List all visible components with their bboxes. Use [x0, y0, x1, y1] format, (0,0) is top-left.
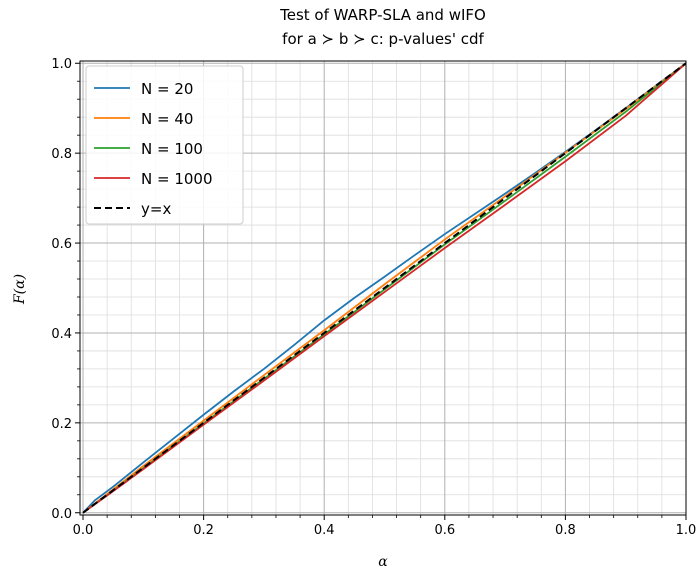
y-tick-label: 0.2 [51, 417, 72, 432]
series-line-1 [82, 62, 686, 514]
legend-box [85, 65, 244, 225]
y-tick-label: 0.0 [51, 507, 72, 522]
legend: N = 20 N = 40 N = 100 N = 1000 y=x [85, 65, 244, 225]
series-line-3 [82, 62, 686, 514]
series-line-4 [82, 62, 686, 514]
y-tick-label: 0.8 [51, 147, 72, 162]
x-tick-label: 0.4 [314, 523, 335, 538]
x-tick-label: 0.2 [193, 523, 214, 538]
chart-subtitle: for a ≻ b ≻ c: p-values' cdf [282, 30, 484, 48]
plot-area [79, 60, 687, 516]
chart-title: Test of WARP-SLA and wIFO [279, 6, 486, 24]
legend-entry-label: N = 40 [141, 110, 193, 128]
legend-entry-label: y=x [141, 200, 171, 218]
x-tick-label: 0.6 [434, 523, 455, 538]
minor-grid [80, 61, 686, 515]
x-tick-label: 1.0 [676, 523, 697, 538]
y-tick-label: 0.4 [51, 327, 72, 342]
y-tick-label: 1.0 [51, 57, 72, 72]
series-layer [82, 62, 686, 514]
y-axis-label: F(α) [12, 274, 28, 305]
x-axis-label: α [378, 554, 388, 570]
legend-entry-label: N = 1000 [141, 170, 213, 188]
x-tick-label: 0.0 [73, 523, 94, 538]
legend-entry-label: N = 100 [141, 140, 203, 158]
legend-entry-label: N = 20 [141, 80, 193, 98]
axis-ticks: 0.0 0.2 0.4 0.6 0.8 1.0 0.0 0.2 0.4 0.6 0.8 1.0 [51, 57, 696, 538]
y-tick-label: 0.6 [51, 237, 72, 252]
x-tick-label: 0.8 [555, 523, 576, 538]
